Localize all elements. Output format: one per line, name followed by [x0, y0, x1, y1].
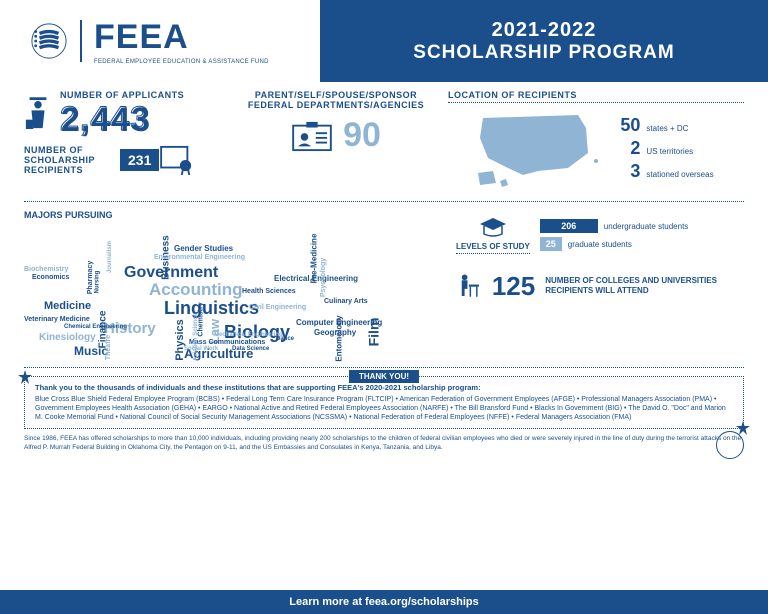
certificate-icon [159, 145, 197, 175]
student-desk-icon [456, 268, 482, 304]
cap-icon [478, 216, 508, 240]
major-word: Gender Studies [174, 244, 233, 253]
major-word: Environmental Engineering [154, 254, 245, 261]
major-word: Biochemistry [24, 266, 68, 273]
departments-label: PARENT/SELF/SPOUSE/SPONSOR FEDERAL DEPAR… [236, 90, 436, 110]
loc-text: stationed overseas [646, 170, 713, 179]
location-label: LOCATION OF RECIPIENTS [448, 90, 744, 103]
location-stat: LOCATION OF RECIPIENTS 50 states + DC 2 US … [448, 90, 744, 193]
major-word: Linguistics [164, 298, 259, 319]
undergrad-count: 206 [561, 221, 576, 231]
logo: FEEA FEDERAL EMPLOYEE EDUCATION & ASSIST… [30, 18, 269, 65]
seal-icon [716, 431, 744, 459]
major-word: Entomology [335, 315, 344, 361]
major-word: Kinesiology [39, 332, 96, 343]
major-word: Data Science [232, 346, 269, 352]
departments-stat: PARENT/SELF/SPOUSE/SPONSOR FEDERAL DEPAR… [236, 90, 436, 193]
levels-label: LEVELS OF STUDY [456, 242, 530, 254]
applicants-value: 2,443 [60, 100, 184, 139]
major-word: Chemical Engineering [64, 324, 127, 330]
major-word: Nursing [94, 271, 100, 294]
loc-num: 2 [616, 138, 640, 159]
applicants-label: NUMBER OF APPLICANTS [60, 90, 184, 100]
major-word: Social Work [184, 346, 218, 352]
majors-label: MAJORS PURSUING [24, 210, 444, 220]
us-map-icon [468, 103, 608, 193]
major-word: Civil Engineering [249, 304, 306, 311]
thanks-badge: THANK YOU! [349, 370, 419, 383]
thanks-section: THANK YOU! Thank you to the thousands of… [24, 376, 744, 429]
thanks-intro: Thank you to the thousands of individual… [35, 383, 733, 392]
colleges-section: 125 NUMBER OF COLLEGES AND UNIVERSITIES … [456, 268, 744, 304]
major-word: Culinary Arts [324, 298, 368, 305]
colleges-label: NUMBER OF COLLEGES AND UNIVERSITIES RECI… [545, 276, 744, 295]
recipients-label: NUMBER OF SCHOLARSHIP RECIPIENTS [24, 145, 114, 175]
logo-divider [80, 20, 82, 62]
header-left: FEEA FEDERAL EMPLOYEE EDUCATION & ASSIST… [0, 0, 320, 82]
major-word: Pre-Medicine [309, 234, 318, 284]
header: FEEA FEDERAL EMPLOYEE EDUCATION & ASSIST… [0, 0, 768, 82]
major-word: Aviation Science [193, 313, 199, 361]
org-name: FEEA [94, 18, 269, 57]
major-word: Health Sciences [242, 288, 296, 295]
footer: Learn more at feea.org/scholarships [0, 590, 768, 614]
undergrad-bar: 206 [540, 219, 598, 233]
header-right: 2021-2022 SCHOLARSHIP PROGRAM [320, 0, 768, 82]
loc-num: 50 [616, 115, 640, 136]
levels-section: LEVELS OF STUDY 206 undergraduate studen… [456, 216, 744, 254]
major-word: Psychology [320, 258, 327, 297]
recipients-value: 231 [120, 149, 159, 171]
loc-text: US territories [646, 147, 693, 156]
major-word: Medicine [44, 300, 91, 312]
graduate-icon [24, 95, 52, 135]
star-icon [18, 370, 32, 384]
program-title: SCHOLARSHIP PROGRAM [413, 42, 674, 64]
major-word: Veterinary Medicine [24, 316, 90, 323]
departments-value: 90 [343, 116, 381, 155]
major-word: Mass Communications [189, 339, 265, 346]
major-word: Journalism [107, 241, 113, 273]
major-word: Accounting [149, 280, 243, 300]
majors-section: MAJORS PURSUING GovernmentAccountingLing… [24, 210, 444, 359]
major-word: Pharmacy [87, 261, 94, 294]
recipients-stat: NUMBER OF SCHOLARSHIP RECIPIENTS 231 [24, 145, 224, 175]
undergrad-label: undergraduate students [604, 222, 689, 231]
grad-label: graduate students [568, 240, 632, 249]
program-year: 2021-2022 [492, 19, 597, 42]
loc-text: states + DC [646, 124, 688, 133]
since-text: Since 1986, FEEA has offered scholarship… [0, 429, 768, 458]
colleges-value: 125 [492, 271, 535, 302]
major-word: Mechanical Engineering [214, 332, 283, 338]
major-word: Theatre [105, 335, 112, 360]
applicants-stat: NUMBER OF APPLICANTS 2,443 [24, 90, 224, 139]
org-tagline: FEDERAL EMPLOYEE EDUCATION & ASSISTANCE … [94, 59, 269, 65]
grad-bar: 25 [540, 237, 562, 251]
majors-wordcloud: GovernmentAccountingLinguisticsBiologyHi… [24, 224, 444, 359]
major-word: Economics [32, 274, 69, 281]
major-word: Physics [174, 319, 186, 361]
id-badge-icon [291, 120, 333, 152]
grad-count: 25 [546, 239, 556, 249]
feea-logo-icon [30, 22, 68, 60]
thanks-list: Blue Cross Blue Shield Federal Employee … [35, 395, 733, 422]
since-content: Since 1986, FEEA has offered scholarship… [24, 435, 741, 450]
loc-num: 3 [616, 161, 640, 182]
